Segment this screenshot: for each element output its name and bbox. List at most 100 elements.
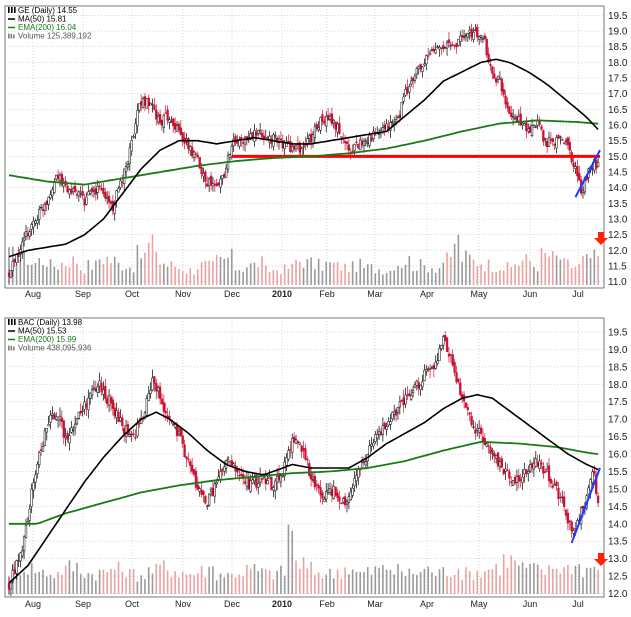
candle-body <box>413 384 417 388</box>
candle-body <box>164 112 167 114</box>
candle-body <box>107 195 111 203</box>
volume-bar <box>574 266 577 285</box>
volume-bar <box>113 256 116 285</box>
volume-bar <box>72 571 74 594</box>
candle-body <box>487 53 490 63</box>
candle-body <box>428 52 432 55</box>
volume-bar <box>110 568 112 594</box>
candle-body <box>64 435 67 439</box>
candle-body <box>517 475 520 482</box>
candle-body <box>115 190 118 201</box>
legend-candle-icon <box>8 7 10 13</box>
volume-bar <box>174 571 176 594</box>
volume-bar <box>434 576 437 594</box>
candle-body <box>347 144 351 151</box>
candle-body <box>24 231 28 238</box>
volume-bar <box>159 564 161 594</box>
candle-body <box>523 123 526 126</box>
candle-body <box>200 489 203 495</box>
candle-body <box>308 135 311 139</box>
volume-bar <box>193 575 195 594</box>
volume-bar <box>544 574 547 594</box>
volume-bar <box>597 256 599 285</box>
x-tick-label: Mar <box>367 599 383 609</box>
volume-bar <box>419 572 422 594</box>
candle-body <box>253 130 256 142</box>
candle-body <box>166 109 169 121</box>
candle-body <box>536 461 539 467</box>
volume-bar <box>570 574 573 594</box>
plot-frame <box>4 5 605 289</box>
candle-body <box>294 439 298 444</box>
volume-bar <box>582 256 584 285</box>
candle-body <box>500 458 503 468</box>
x-tick-label: May <box>470 289 488 299</box>
volume-bar <box>219 256 222 285</box>
candle-body <box>421 381 424 388</box>
volume-bar <box>525 567 528 594</box>
volume-bar <box>200 565 203 594</box>
candle-body <box>168 119 171 123</box>
candle-body <box>493 452 496 457</box>
candle-body <box>164 410 167 414</box>
candle-body <box>92 190 96 192</box>
candle-body <box>359 139 362 151</box>
candle-body <box>207 178 211 186</box>
candle-body <box>172 118 175 127</box>
candle-body <box>232 463 235 466</box>
candle-body <box>89 190 92 194</box>
volume-bar <box>197 269 199 285</box>
candle-body <box>495 78 498 83</box>
candle-body <box>374 434 377 442</box>
candle-body <box>566 512 570 524</box>
x-tick-label: 2010 <box>272 599 292 609</box>
candle-body <box>111 399 114 409</box>
candle-body <box>528 464 532 472</box>
volume-bar <box>487 569 490 594</box>
volume-bar <box>453 574 456 594</box>
volume-bar <box>257 571 260 594</box>
candle-body <box>300 148 303 156</box>
volume-bar <box>306 259 309 285</box>
volume-bar <box>302 557 305 594</box>
candle-body <box>374 134 377 136</box>
volume-bar <box>151 573 154 594</box>
volume-bar <box>472 259 475 285</box>
volume-bar <box>166 266 169 285</box>
volume-bar <box>178 269 180 285</box>
volume-bar <box>219 573 222 594</box>
volume-bar <box>348 272 350 285</box>
candle-body <box>540 126 543 130</box>
candle-body <box>574 166 577 169</box>
volume-bar <box>132 569 135 594</box>
y-tick-label: 14.5 <box>608 502 628 513</box>
candle-body <box>257 129 260 134</box>
candle-body <box>508 106 511 114</box>
candle-body <box>192 151 196 158</box>
volume-bar <box>34 573 37 594</box>
candle-body <box>317 127 320 131</box>
volume-bar <box>38 571 41 594</box>
candle-body <box>89 392 92 399</box>
candle-body <box>179 427 182 437</box>
candle-body <box>309 473 313 480</box>
volume-bar <box>83 273 86 285</box>
candle-body <box>338 496 341 502</box>
candle-body <box>194 471 198 488</box>
volume-bar <box>382 565 384 594</box>
candle-body <box>360 140 364 146</box>
volume-bar <box>234 270 237 285</box>
y-tick-label: 12.5 <box>608 572 628 583</box>
candle-body <box>47 424 50 427</box>
legend-label: GE (Daily) 14.55 <box>18 6 78 15</box>
volume-bar <box>204 577 207 594</box>
volume-bar <box>450 256 452 285</box>
volume-bar <box>15 566 18 594</box>
volume-bar <box>389 270 392 285</box>
candle-body <box>334 121 337 130</box>
volume-bar <box>363 571 365 594</box>
candle-body <box>174 424 177 428</box>
candle-body <box>555 481 558 487</box>
candle-body <box>461 35 464 38</box>
candle-body <box>274 480 277 492</box>
